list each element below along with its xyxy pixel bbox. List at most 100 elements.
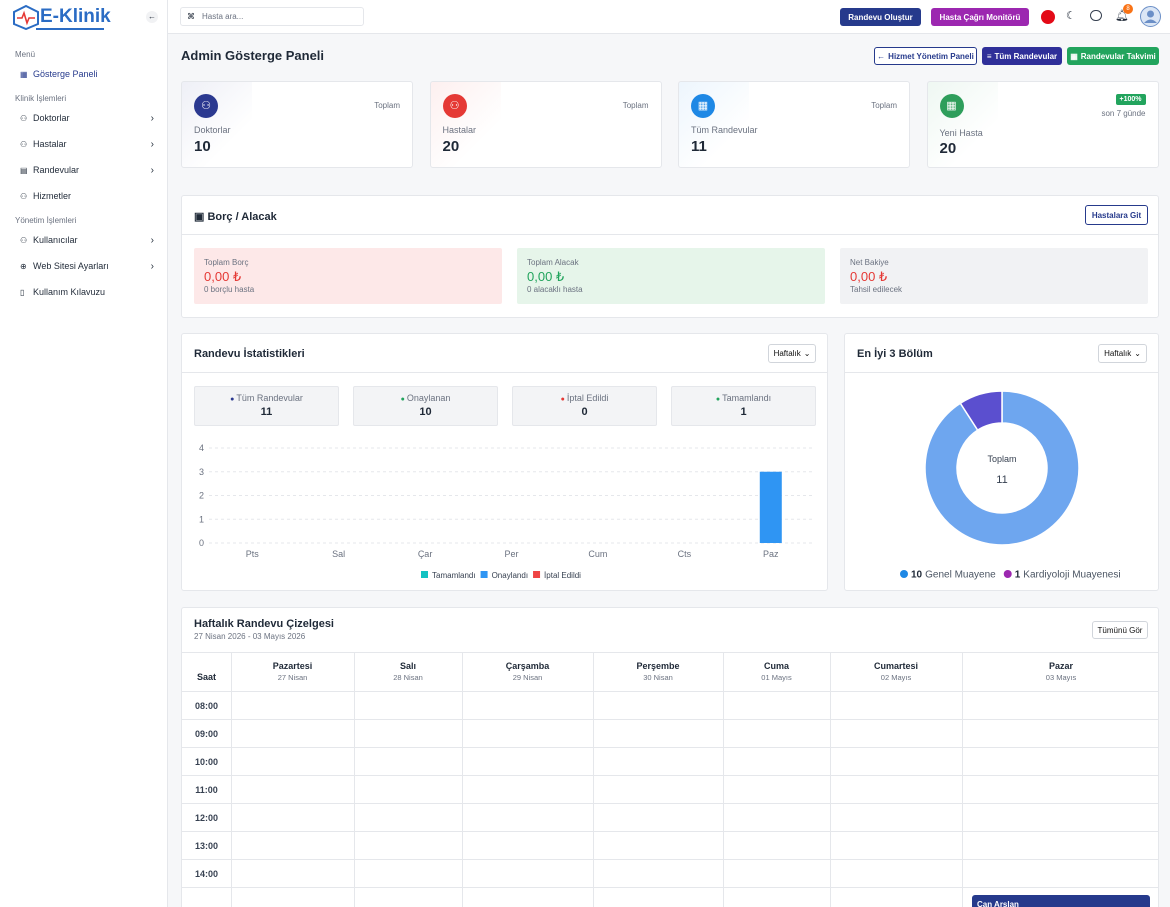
x-tick-label: Çar [418,549,433,559]
stat-caption: son 7 günde [1101,109,1146,118]
see-all-button[interactable]: Tümünü Gör [1092,621,1148,639]
nav-icon: ▦ [20,69,28,79]
x-tick-label: Per [504,549,518,559]
patients-button[interactable]: Hastalara Git [1085,205,1148,225]
donut-center-value: 11 [996,474,1007,486]
legend-dot [1003,570,1012,578]
button-label: Tümünü Gör [1097,625,1143,635]
nav-item[interactable]: ⚇ Hastalar › [14,135,154,153]
legend-label: Onaylandı [492,571,528,580]
nav-item[interactable]: ⚇ Doktorlar › [14,109,154,127]
stat-bg-shape [679,82,749,167]
stat-card: ⚇ Toplam Hastalar 20 [429,81,662,168]
theme-toggle[interactable]: ☾ [1066,10,1076,22]
stat-bg-shape [430,82,501,167]
grid-border [182,775,1158,776]
topbar: ⌘ Hasta ara... Randevu Oluştur Hasta Çağ… [168,0,1170,34]
stat-label: Tüm Randevular [691,125,758,135]
legend-swatch [421,571,428,578]
nav-icon: ⚇ [20,113,28,123]
nav-item[interactable]: ⚇ Kullanıcılar › [14,231,154,249]
nav-item[interactable]: ▯ Kullanım Kılavuzu [14,283,154,301]
all-appointments-button[interactable]: ≡ Tüm Randevular [982,47,1062,65]
collapse-button[interactable]: ← [146,11,158,23]
stat-bg-shape [927,82,998,167]
legend-value: 1 [1015,570,1021,581]
stat-value: 20 [939,140,957,157]
search-placeholder: Hasta ara... [202,12,244,21]
hour-label: 10:00 [194,757,219,767]
sidebar: E-Klinik ← Menü ▦ Gösterge Paneli Klinik İş… [0,0,168,907]
day-name: Cumartesi [873,661,918,671]
messages-icon[interactable] [1090,10,1102,21]
donut-center-label: Toplam [987,454,1016,464]
summary-dot: ● [400,396,407,403]
nav-label: Kullanım Kılavuzu [33,287,106,297]
service-panel-button[interactable]: ← Hizmet Yönetim Paneli [874,47,977,65]
grid-border [231,652,232,907]
button-label: Randevular Takvimi [1080,51,1156,61]
debt-box: Net Bakiye 0,00 ₺ Tahsil edilecek [840,248,1148,304]
summary-dot: ● [560,396,567,403]
summary-label-text: Tamamlandı [722,393,772,403]
nav-chevron: › [150,112,154,124]
nav-label: Gösterge Paneli [33,69,98,79]
debt-title-text: Borç / Alacak [207,211,277,223]
nav-icon: ⊕ [20,261,27,271]
stats-title: Randevu İstatistikleri [194,348,305,360]
grid-border [182,831,1158,832]
filter-select[interactable]: Haftalık ⌄ [1098,344,1147,363]
summary-box: ● Tamamlandı 1 [671,386,816,426]
nav-label: Kullanıcılar [33,235,78,245]
summary-dot: ● [715,396,723,403]
nav-item[interactable]: ▦ Gösterge Paneli [14,65,154,83]
summary-label-text: İptal Edildi [566,393,609,403]
departments-title: En İyi 3 Bölüm [857,348,933,360]
call-monitor-button[interactable]: Hasta Çağrı Monitörü [931,8,1029,26]
debt-box: Toplam Borç 0,00 ₺ 0 borçlu hasta [194,248,502,304]
hour-label: 12:00 [194,813,219,823]
nav-label: Hizmetler [33,191,72,201]
day-name: Çarşamba [505,661,550,671]
appointment-event[interactable]: Can Arslan [972,895,1150,907]
stat-label: Yeni Hasta [939,128,983,138]
nav-item[interactable]: ▤ Randevular › [14,161,154,179]
summary-label: ● Onaylanan [354,393,497,403]
legend-dot [900,570,908,578]
nav-item[interactable]: ⚇ Hizmetler [14,187,154,205]
summary-label: ● İptal Edildi [513,393,656,403]
nav-section-title: Yönetim İşlemleri [15,216,77,225]
day-date: 30 Nisan [643,673,673,682]
grid-border [182,887,1158,888]
avatar[interactable] [1140,6,1161,27]
nav-item[interactable]: ⊕ Web Sitesi Ayarları › [14,257,154,275]
stat-value: 11 [691,138,707,155]
legend-label: Tamamlandı [432,571,476,580]
legend-label: Kardiyoloji Muayenesi [1023,570,1120,581]
x-tick-label: Cts [678,549,692,559]
summary-label: ● Tüm Randevular [195,393,338,403]
language-flag[interactable] [1041,10,1055,24]
nav-label: Doktorlar [33,113,70,123]
summary-label-text: Tüm Randevular [236,393,303,403]
calendar-button[interactable]: ▦ Randevular Takvimi [1067,47,1159,65]
stat-value: 10 [194,138,211,155]
filter-select[interactable]: Haftalık ⌄ [768,344,816,363]
grid-border [182,747,1158,748]
debt-amount: 0,00 ₺ [204,269,242,284]
donut-chart: Toplam 11 10 Genel Muayene 1 Kardiyoloji Muay… [900,390,1121,581]
y-tick-label: 0 [199,538,204,548]
search-box[interactable]: ⌘ Hasta ara... [180,7,364,26]
stat-bg-shape [182,82,252,167]
day-name: Pazar [1048,661,1074,671]
grid-border [723,652,724,907]
grid-border [182,719,1158,720]
x-tick-label: Sal [332,549,345,559]
nav-icon: ⚇ [20,235,28,245]
grid-border [182,652,1158,653]
day-date: 28 Nisan [393,673,423,682]
create-appointment-button[interactable]: Randevu Oluştur [840,8,921,26]
brand-underline [36,28,104,30]
